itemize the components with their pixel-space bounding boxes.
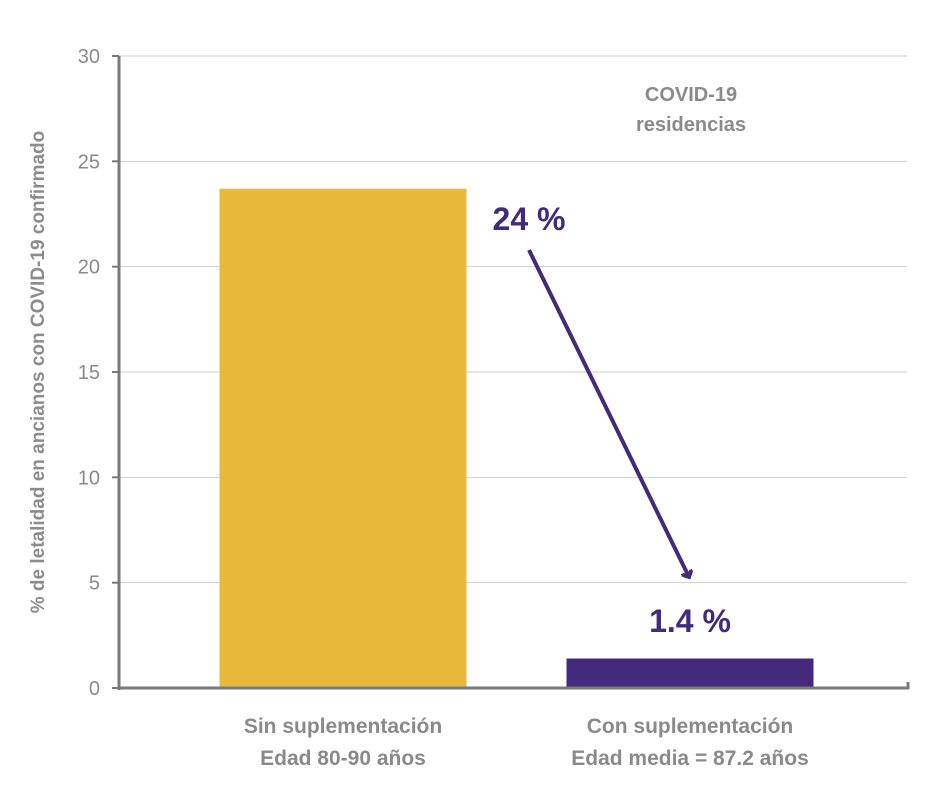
bar-1 (219, 188, 467, 688)
category-label-line-1: Sin suplementación (244, 715, 442, 738)
bar-2 (566, 658, 814, 688)
y-tick-label: 30 (78, 46, 100, 68)
y-axis-ticks: 0 5 10 15 20 25 30 (78, 46, 119, 700)
category-label-line-1: Con suplementación (587, 715, 794, 738)
y-axis-title: % de letalidad en ancianos con COVID-19 … (28, 131, 49, 614)
decrease-arrow (527, 249, 689, 577)
y-tick-label: 10 (78, 467, 100, 489)
category-label-line-2: Edad media = 87.2 años (571, 747, 809, 770)
chart-annotation: COVID-19 residencias (636, 84, 746, 136)
category-label-line-2: Edad 80-90 años (260, 747, 426, 770)
annotation-line-2: residencias (636, 114, 746, 136)
y-tick-label: 15 (78, 362, 100, 384)
y-tick-label: 20 (78, 257, 100, 279)
axes (117, 56, 910, 690)
y-tick-label: 0 (89, 678, 100, 700)
annotation-line-1: COVID-19 (645, 84, 737, 106)
y-tick-label: 5 (89, 573, 100, 595)
bars (219, 188, 814, 688)
category-labels: Sin suplementación Edad 80-90 años Con sup… (244, 715, 809, 770)
value-label-bar-1: 24 % (493, 201, 566, 237)
y-tick-label: 25 (78, 151, 100, 173)
value-labels: 24 % 1.4 % (493, 201, 731, 639)
value-label-bar-2: 1.4 % (649, 603, 731, 639)
